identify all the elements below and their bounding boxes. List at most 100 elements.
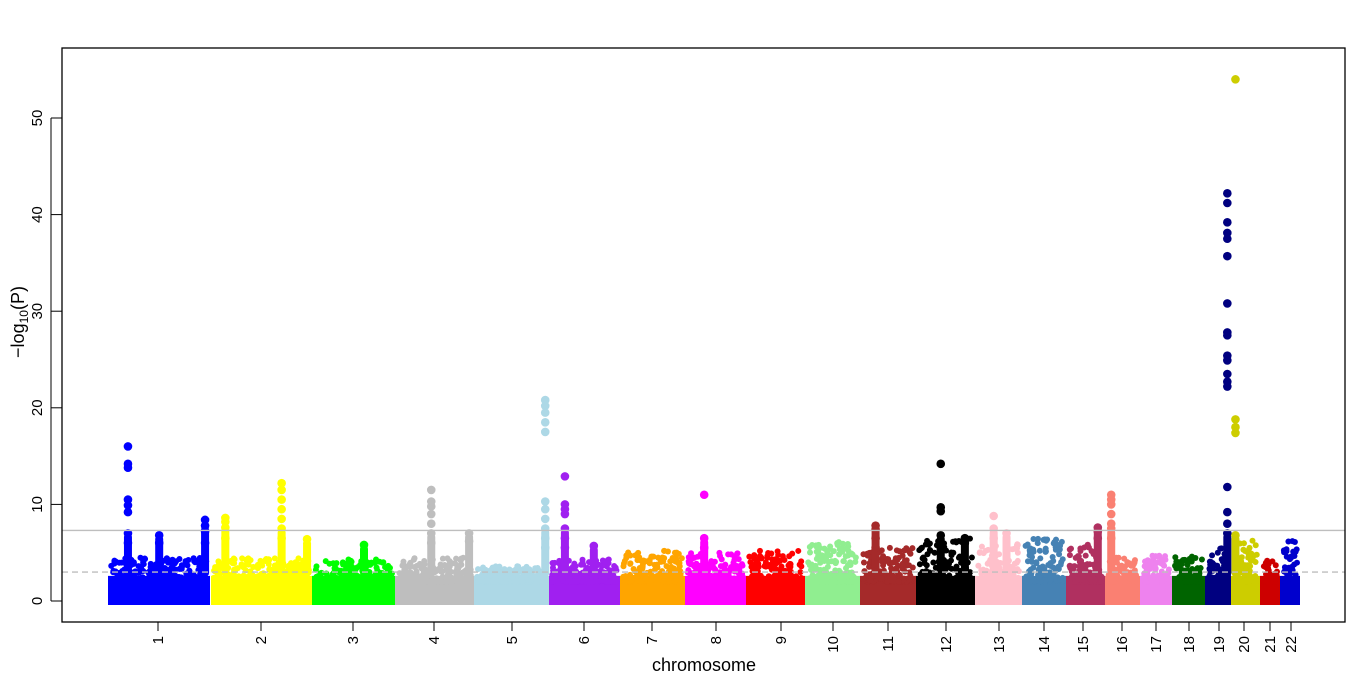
peak-point bbox=[426, 485, 436, 495]
y-tick-label: 30 bbox=[29, 303, 46, 320]
peak-point bbox=[123, 501, 133, 510]
point bbox=[329, 576, 336, 583]
point bbox=[866, 577, 873, 584]
point bbox=[1059, 556, 1066, 563]
point bbox=[1158, 556, 1165, 563]
point bbox=[112, 578, 119, 585]
point bbox=[366, 574, 373, 581]
point bbox=[992, 578, 999, 585]
point bbox=[648, 578, 655, 585]
point bbox=[793, 573, 800, 580]
point bbox=[895, 578, 902, 585]
point bbox=[114, 573, 121, 580]
point bbox=[265, 561, 272, 568]
point bbox=[852, 558, 859, 565]
point bbox=[582, 571, 589, 578]
point bbox=[1070, 572, 1077, 579]
point bbox=[191, 578, 198, 585]
point bbox=[1057, 576, 1064, 583]
point bbox=[668, 563, 675, 570]
peak-point bbox=[1106, 500, 1116, 509]
point bbox=[559, 576, 566, 583]
peak-point bbox=[989, 533, 998, 543]
point bbox=[570, 578, 577, 585]
point bbox=[979, 578, 986, 585]
point bbox=[1252, 542, 1259, 549]
point bbox=[889, 559, 896, 566]
point bbox=[623, 552, 630, 559]
point bbox=[860, 559, 867, 566]
x-tick-label: 8 bbox=[708, 636, 725, 644]
point bbox=[602, 558, 609, 565]
point bbox=[243, 576, 250, 583]
point bbox=[417, 577, 424, 584]
point bbox=[172, 572, 179, 579]
point bbox=[1036, 547, 1043, 554]
point bbox=[130, 559, 137, 566]
point bbox=[1049, 553, 1056, 560]
x-tick-label: 4 bbox=[426, 636, 443, 644]
point bbox=[958, 578, 965, 585]
y-tick-label: 20 bbox=[29, 399, 46, 416]
point bbox=[148, 569, 155, 576]
peak-column bbox=[1223, 533, 1232, 577]
point bbox=[612, 575, 619, 582]
point bbox=[839, 540, 846, 547]
point bbox=[634, 557, 641, 564]
point bbox=[383, 573, 390, 580]
point bbox=[1189, 573, 1196, 580]
x-tick-label: 17 bbox=[1148, 636, 1165, 653]
peak-point bbox=[426, 502, 436, 511]
y-axis-title-sub: 10 bbox=[17, 310, 31, 324]
peak-point bbox=[699, 543, 709, 553]
point bbox=[622, 573, 629, 580]
peak-point bbox=[426, 519, 436, 529]
point bbox=[839, 548, 846, 555]
point bbox=[1247, 563, 1254, 570]
point bbox=[378, 578, 385, 585]
y-axis-title-suffix: (P) bbox=[8, 286, 28, 310]
peak-point bbox=[1106, 509, 1116, 519]
point bbox=[746, 553, 753, 560]
chromosome-22-points bbox=[1280, 538, 1300, 605]
point bbox=[1066, 552, 1073, 559]
chromosome-7-points bbox=[620, 547, 685, 605]
point bbox=[215, 558, 222, 565]
point bbox=[1289, 563, 1296, 570]
peak-point bbox=[1223, 189, 1232, 198]
point bbox=[821, 545, 828, 552]
point bbox=[751, 555, 758, 562]
point bbox=[1184, 561, 1191, 568]
point bbox=[410, 556, 417, 563]
chromosome-2-points bbox=[211, 555, 312, 605]
point bbox=[756, 578, 763, 585]
point bbox=[330, 560, 337, 567]
point bbox=[601, 574, 608, 581]
point bbox=[1054, 541, 1061, 548]
point bbox=[534, 564, 541, 571]
point bbox=[167, 558, 174, 565]
point bbox=[292, 559, 299, 566]
point bbox=[1004, 578, 1011, 585]
point bbox=[776, 568, 783, 575]
point bbox=[752, 561, 759, 568]
peak-chr8 bbox=[699, 490, 709, 577]
point bbox=[444, 555, 451, 562]
peak-point bbox=[1223, 218, 1232, 227]
peak-point bbox=[936, 459, 946, 469]
point bbox=[151, 578, 158, 585]
point bbox=[917, 578, 924, 585]
point bbox=[982, 547, 989, 554]
point bbox=[1035, 566, 1042, 573]
point bbox=[371, 559, 378, 566]
point bbox=[765, 578, 772, 585]
x-tick-label: 10 bbox=[825, 636, 842, 653]
x-tick-label: 20 bbox=[1236, 636, 1253, 653]
point bbox=[968, 554, 975, 561]
point bbox=[228, 557, 235, 564]
point bbox=[880, 562, 887, 569]
x-tick-label: 2 bbox=[253, 636, 270, 644]
point bbox=[650, 553, 657, 560]
point bbox=[924, 572, 931, 579]
